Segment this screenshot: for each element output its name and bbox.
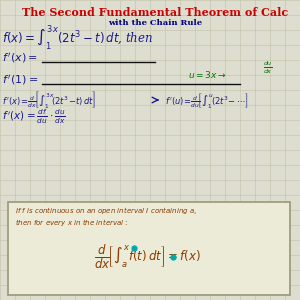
Text: $\frac{du}{dx}$: $\frac{du}{dx}$ (263, 60, 273, 76)
Text: $f\,'(x) =$: $f\,'(x) =$ (2, 51, 38, 65)
Text: $then\ for\ every\ x\ in\ the\ interval:$: $then\ for\ every\ x\ in\ the\ interval:… (15, 217, 128, 227)
Text: The Second Fundamental Theorem of Calc: The Second Fundamental Theorem of Calc (22, 7, 288, 17)
Text: $f\,'(x)\!=\!\frac{d}{dx}\!\left[\int_1^{3x}\!(2t^3\!-\!t)\,dt\right]$: $f\,'(x)\!=\!\frac{d}{dx}\!\left[\int_1^… (2, 89, 96, 110)
Text: $f\,'(x) = \frac{df}{du}\cdot\frac{du}{dx}$: $f\,'(x) = \frac{df}{du}\cdot\frac{du}{d… (2, 108, 66, 126)
Text: $If\ f\ is\ continuous\ on\ an\ open\ interval\ I\ containing\ a,$: $If\ f\ is\ continuous\ on\ an\ open\ in… (15, 205, 197, 215)
Text: $f(x) = \int_1^{3x}(2t^3-t)\,dt$, then: $f(x) = \int_1^{3x}(2t^3-t)\,dt$, then (2, 24, 153, 52)
FancyBboxPatch shape (8, 202, 290, 295)
Text: $f\,'(u)\!=\!\frac{d}{du}\!\left[\int_1^u\!(2t^3\!-\cdots\right]$: $f\,'(u)\!=\!\frac{d}{du}\!\left[\int_1^… (165, 91, 249, 110)
Text: $u = 3x \rightarrow$: $u = 3x \rightarrow$ (188, 68, 227, 80)
Text: $\dfrac{d}{dx}\!\left[\int_a^x f(t)\,dt\right] = f(x)$: $\dfrac{d}{dx}\!\left[\int_a^x f(t)\,dt\… (94, 243, 202, 271)
Text: with the Chain Rule: with the Chain Rule (108, 19, 202, 27)
Text: $f\,'(1) =$: $f\,'(1) =$ (2, 73, 38, 87)
